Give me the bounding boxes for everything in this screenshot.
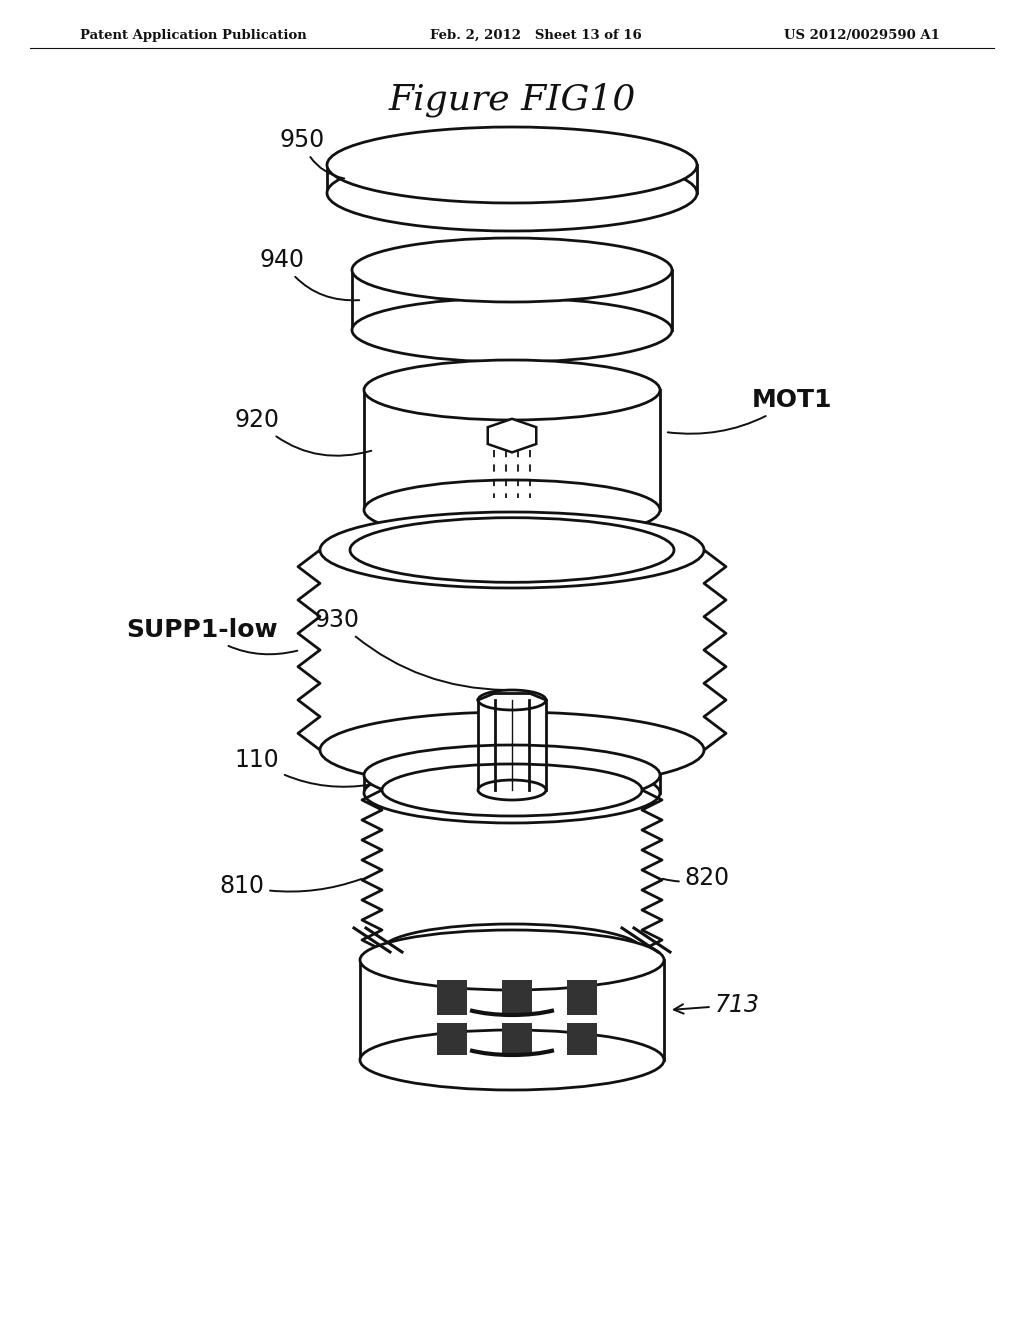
Ellipse shape: [319, 512, 705, 587]
Text: 940: 940: [259, 248, 359, 301]
Ellipse shape: [364, 360, 660, 420]
Text: US 2012/0029590 A1: US 2012/0029590 A1: [784, 29, 940, 41]
Text: 950: 950: [280, 128, 344, 178]
Text: Patent Application Publication: Patent Application Publication: [80, 29, 307, 41]
Polygon shape: [567, 979, 597, 1015]
Ellipse shape: [382, 764, 642, 816]
Ellipse shape: [478, 780, 546, 800]
Polygon shape: [360, 960, 664, 1060]
Text: Feb. 2, 2012   Sheet 13 of 16: Feb. 2, 2012 Sheet 13 of 16: [430, 29, 642, 41]
Polygon shape: [437, 979, 467, 1015]
Polygon shape: [382, 789, 642, 950]
Ellipse shape: [364, 480, 660, 540]
Ellipse shape: [319, 711, 705, 788]
Ellipse shape: [389, 772, 635, 814]
Polygon shape: [502, 1023, 532, 1055]
Text: Figure FIG10: Figure FIG10: [388, 83, 636, 117]
Ellipse shape: [382, 924, 642, 975]
Polygon shape: [437, 1023, 467, 1055]
Ellipse shape: [364, 744, 660, 805]
Ellipse shape: [350, 517, 674, 582]
Ellipse shape: [478, 690, 546, 710]
Ellipse shape: [360, 931, 664, 990]
Text: 110: 110: [234, 748, 372, 787]
Polygon shape: [327, 165, 697, 193]
Text: 820: 820: [663, 866, 729, 890]
Text: 920: 920: [234, 408, 372, 455]
Ellipse shape: [327, 154, 697, 231]
Polygon shape: [478, 700, 546, 789]
Polygon shape: [319, 550, 705, 750]
Polygon shape: [567, 1023, 597, 1055]
Ellipse shape: [352, 298, 672, 362]
Polygon shape: [364, 389, 660, 510]
Polygon shape: [364, 775, 660, 793]
Ellipse shape: [352, 238, 672, 302]
Ellipse shape: [364, 763, 660, 822]
Ellipse shape: [360, 1030, 664, 1090]
Polygon shape: [352, 271, 672, 330]
Ellipse shape: [327, 127, 697, 203]
Text: SUPP1-low: SUPP1-low: [126, 618, 297, 655]
Text: 810: 810: [219, 874, 361, 898]
Polygon shape: [487, 418, 537, 453]
Polygon shape: [502, 979, 532, 1015]
Text: 930: 930: [314, 609, 504, 690]
Text: MOT1: MOT1: [668, 388, 833, 434]
Text: 713: 713: [674, 993, 760, 1016]
